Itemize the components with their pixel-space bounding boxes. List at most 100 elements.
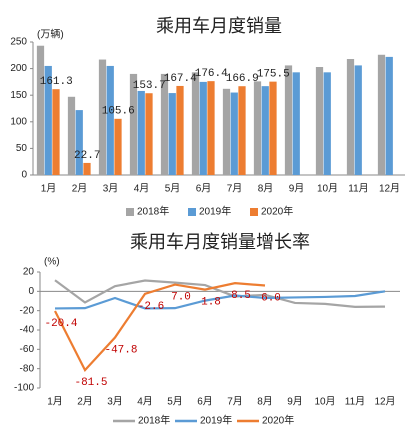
bar	[354, 65, 362, 175]
x-tick-label: 2月	[72, 183, 88, 195]
legend-label: 2019年	[199, 205, 231, 218]
bar	[44, 65, 52, 175]
x-tick-label: 9月	[287, 396, 303, 408]
x-tick-label: 10月	[317, 183, 338, 195]
bar	[230, 92, 238, 175]
data-label: 22.7	[74, 150, 100, 162]
bar	[207, 81, 215, 175]
legend-label: 2020年	[261, 205, 293, 218]
x-tick-label: 7月	[227, 183, 243, 195]
bar	[137, 90, 145, 175]
y-tick-label: 0	[21, 170, 27, 181]
data-label: 6.0	[261, 292, 281, 304]
legend-label: 2020年	[262, 414, 294, 427]
data-label: 153.7	[133, 80, 166, 92]
legend-label: 2018年	[137, 205, 169, 218]
bar	[83, 162, 91, 175]
data-label: 176.4	[195, 68, 228, 80]
x-tick-label: 4月	[134, 183, 150, 195]
data-label: 1.8	[201, 296, 221, 308]
x-tick-label: 12月	[374, 396, 395, 408]
bar	[377, 54, 386, 175]
x-tick-label: 11月	[345, 396, 365, 408]
axis-unit: (万辆)	[37, 28, 64, 41]
legend-label: 2019年	[200, 414, 232, 427]
x-tick-label: 11月	[348, 183, 368, 195]
data-label: 166.9	[226, 73, 259, 85]
x-tick-label: 5月	[167, 396, 183, 408]
y-tick-label: 0	[28, 286, 34, 297]
x-tick-label: 5月	[165, 183, 181, 195]
data-label: 105.6	[102, 106, 135, 118]
bar	[261, 86, 269, 175]
legend-swatch	[188, 208, 196, 216]
axis-unit: (%)	[44, 257, 60, 268]
bar	[323, 72, 331, 175]
data-label: 175.5	[257, 69, 290, 81]
x-tick-label: 12月	[379, 183, 400, 195]
bar	[129, 73, 138, 175]
line-series	[54, 279, 386, 308]
bar	[145, 93, 153, 175]
x-tick-label: 3月	[103, 183, 119, 195]
x-tick-label: 10月	[314, 396, 335, 408]
x-tick-label: 6月	[197, 396, 213, 408]
bar	[36, 45, 45, 175]
chart-title: 乘用车月度销量	[156, 16, 282, 37]
data-label: -2.6	[138, 301, 164, 313]
data-label: 7.0	[171, 291, 191, 303]
y-tick-label: 20	[23, 267, 35, 278]
bar	[191, 72, 200, 175]
x-tick-label: 1月	[47, 396, 63, 408]
bar	[269, 81, 277, 175]
bar	[315, 67, 324, 175]
x-tick-label: 7月	[227, 396, 243, 408]
y-tick-label: 150	[10, 90, 27, 101]
data-label: -20.4	[44, 318, 77, 330]
y-tick-label: -20	[20, 305, 35, 316]
x-tick-label: 1月	[41, 183, 57, 195]
x-tick-label: 2月	[77, 396, 93, 408]
bar	[114, 118, 122, 175]
chart-title: 乘用车月度销量增长率	[130, 232, 310, 253]
x-tick-label: 6月	[196, 183, 212, 195]
bar	[346, 59, 355, 175]
bar	[67, 96, 76, 175]
bar	[176, 85, 184, 175]
data-label: -81.5	[74, 377, 107, 389]
bar	[385, 56, 393, 176]
bar	[52, 89, 60, 175]
x-tick-label: 3月	[107, 396, 123, 408]
y-tick-label: -60	[20, 344, 35, 355]
bar	[222, 88, 231, 175]
bar	[98, 59, 107, 175]
line-series	[54, 282, 266, 373]
x-tick-label: 9月	[289, 183, 305, 195]
y-tick-label: -100	[14, 383, 34, 394]
bar	[160, 73, 169, 175]
data-label: 167.4	[164, 73, 197, 85]
legend-swatch	[250, 208, 258, 216]
bar	[238, 86, 246, 175]
y-tick-label: 50	[16, 143, 28, 154]
legend-swatch	[126, 208, 134, 216]
bar	[199, 81, 207, 175]
data-label: -47.8	[104, 344, 137, 356]
data-label: 8.5	[231, 290, 251, 302]
line-series	[54, 290, 386, 310]
y-tick-label: 250	[10, 37, 27, 48]
bar	[75, 110, 83, 175]
x-tick-label: 4月	[137, 396, 153, 408]
y-tick-label: 200	[10, 63, 27, 74]
bar	[292, 72, 300, 175]
bar	[106, 65, 114, 175]
x-tick-label: 8月	[257, 396, 273, 408]
x-tick-label: 8月	[258, 183, 274, 195]
bar	[253, 81, 262, 175]
data-label: 161.3	[40, 76, 73, 88]
y-tick-label: -40	[20, 325, 35, 336]
bar	[284, 65, 293, 175]
bar	[168, 93, 176, 175]
y-tick-label: 100	[10, 116, 27, 127]
